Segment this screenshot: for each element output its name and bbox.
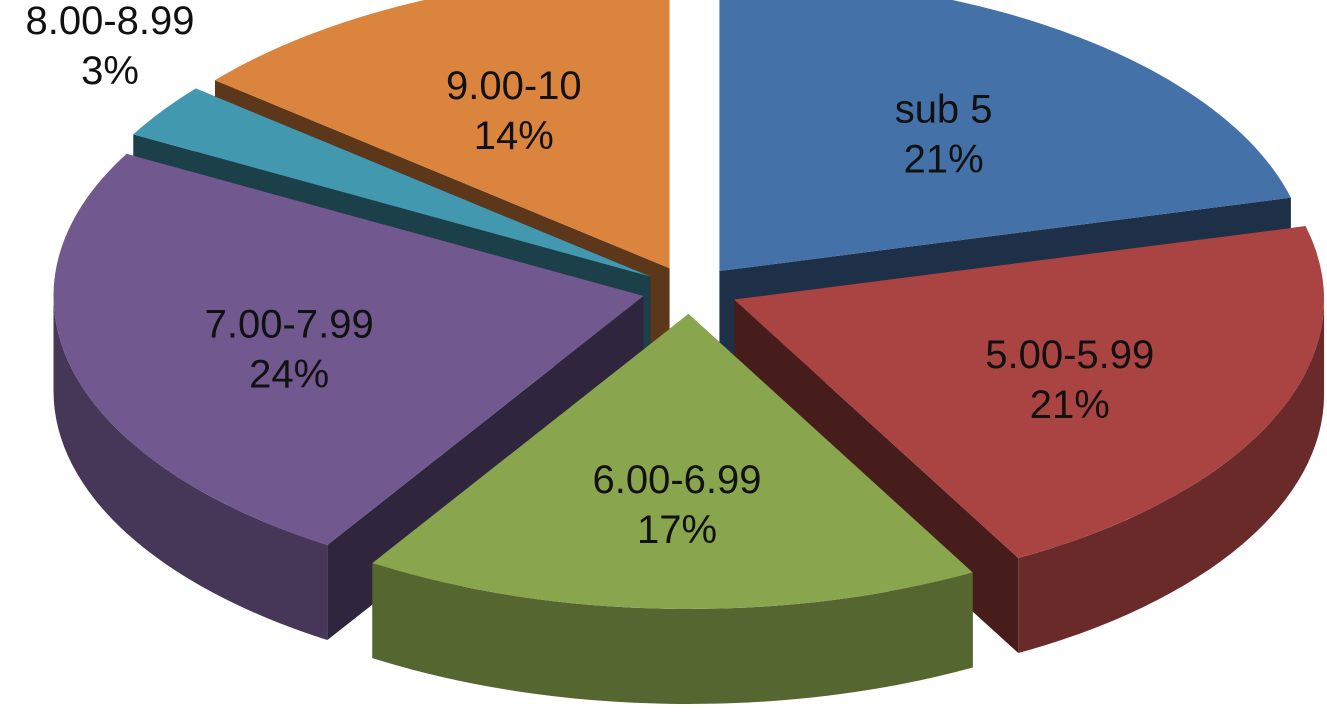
slice-percent-sub-5: 21% <box>904 138 984 182</box>
slice-label-5-00-5-99: 5.00-5.99 <box>985 333 1154 377</box>
pie-labels: sub 5 21% 5.00-5.99 21% 6.00-6.99 17% 7.00-7.9… <box>25 0 1154 552</box>
slice-5-00-5-99 <box>734 226 1325 559</box>
slice-9-00-10 <box>214 0 670 269</box>
slice-percent-6-00-6-99: 17% <box>637 508 717 552</box>
slice-percent-9-00-10: 14% <box>474 114 554 158</box>
slice-label-7-00-7-99: 7.00-7.99 <box>205 302 374 346</box>
slice-side-5-00-5-99 <box>1018 299 1325 654</box>
slice-side-6-00-6-99 <box>372 563 973 704</box>
slice-label-6-00-6-99: 6.00-6.99 <box>592 458 761 502</box>
slice-6-00-6-99 <box>372 313 973 609</box>
slice-label-9-00-10: 9.00-10 <box>446 64 582 108</box>
slice-7-00-7-99 <box>53 153 644 546</box>
slice-8-00-8-99 <box>133 88 651 277</box>
slice-label-8-00-8-99: 8.00-8.99 <box>25 0 194 43</box>
slice-sub-5 <box>719 0 1291 272</box>
slice-percent-5-00-5-99: 21% <box>1030 383 1110 427</box>
slice-percent-7-00-7-99: 24% <box>249 352 329 396</box>
slice-percent-8-00-8-99: 3% <box>81 49 139 93</box>
slice-label-sub-5: sub 5 <box>895 88 993 132</box>
slice-side-7-00-7-99 <box>53 295 328 641</box>
pie-tops <box>53 0 1325 609</box>
